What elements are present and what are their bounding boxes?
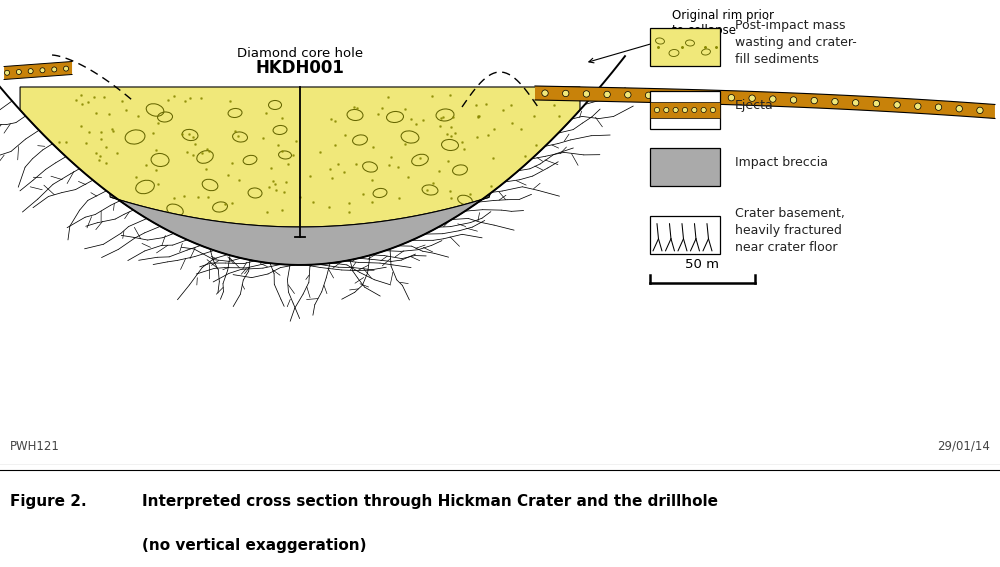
Text: 29/01/14: 29/01/14 xyxy=(937,440,990,453)
Circle shape xyxy=(64,66,69,71)
Circle shape xyxy=(654,107,660,113)
Circle shape xyxy=(687,93,693,99)
Polygon shape xyxy=(535,86,995,119)
Text: 50 m: 50 m xyxy=(685,258,719,271)
Circle shape xyxy=(666,92,672,99)
Circle shape xyxy=(28,69,33,74)
Circle shape xyxy=(790,97,797,103)
Circle shape xyxy=(710,107,716,113)
Text: HKDH001: HKDH001 xyxy=(256,59,344,77)
Text: Impact breccia: Impact breccia xyxy=(735,156,828,170)
Circle shape xyxy=(5,70,10,75)
Bar xyxy=(650,91,720,129)
Polygon shape xyxy=(0,57,630,515)
Circle shape xyxy=(664,107,669,113)
Bar xyxy=(650,28,720,66)
Circle shape xyxy=(707,94,714,100)
Circle shape xyxy=(852,100,859,106)
Circle shape xyxy=(40,68,45,73)
Text: Original rim prior
to collapse: Original rim prior to collapse xyxy=(589,9,774,63)
Circle shape xyxy=(956,105,962,112)
Polygon shape xyxy=(110,193,490,265)
Text: PWH121: PWH121 xyxy=(10,440,60,453)
Text: (no vertical exaggeration): (no vertical exaggeration) xyxy=(142,539,366,553)
Circle shape xyxy=(873,100,880,107)
Circle shape xyxy=(542,90,548,96)
Bar xyxy=(650,216,720,254)
Circle shape xyxy=(583,91,590,97)
Circle shape xyxy=(52,67,57,72)
Circle shape xyxy=(811,98,817,104)
Circle shape xyxy=(832,99,838,105)
Polygon shape xyxy=(20,87,580,227)
Circle shape xyxy=(977,107,983,113)
Polygon shape xyxy=(4,61,72,79)
Circle shape xyxy=(894,101,900,108)
Circle shape xyxy=(563,90,569,96)
Circle shape xyxy=(692,107,697,113)
Bar xyxy=(650,148,720,186)
Text: Figure 2.: Figure 2. xyxy=(10,493,87,509)
Circle shape xyxy=(935,104,942,111)
Circle shape xyxy=(915,103,921,109)
Circle shape xyxy=(604,91,610,98)
Text: Ejecta: Ejecta xyxy=(735,99,774,112)
Text: Post-impact mass
wasting and crater-
fill sediments: Post-impact mass wasting and crater- fil… xyxy=(735,19,857,66)
Circle shape xyxy=(701,107,706,113)
Text: Interpreted cross section through Hickman Crater and the drillhole: Interpreted cross section through Hickma… xyxy=(142,493,718,509)
Circle shape xyxy=(749,95,755,101)
Circle shape xyxy=(770,96,776,102)
Circle shape xyxy=(645,92,652,99)
Circle shape xyxy=(682,107,688,113)
Circle shape xyxy=(16,69,21,74)
Text: Diamond core hole: Diamond core hole xyxy=(237,47,363,60)
Bar xyxy=(650,103,720,117)
Circle shape xyxy=(728,95,735,101)
Circle shape xyxy=(673,107,678,113)
Circle shape xyxy=(625,91,631,98)
Text: Crater basement,
heavily fractured
near crater floor: Crater basement, heavily fractured near … xyxy=(735,208,845,255)
